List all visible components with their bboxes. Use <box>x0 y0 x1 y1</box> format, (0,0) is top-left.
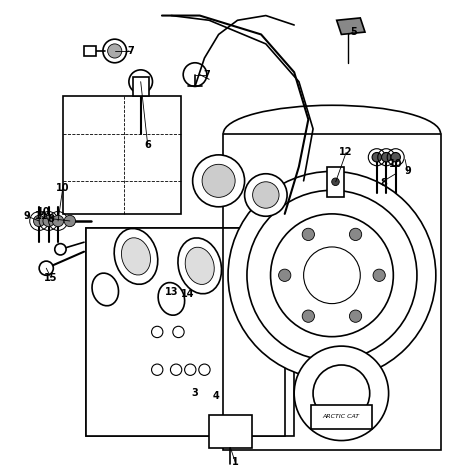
Circle shape <box>302 310 314 323</box>
Circle shape <box>39 261 53 275</box>
Circle shape <box>350 228 361 240</box>
Circle shape <box>228 171 436 379</box>
Ellipse shape <box>114 228 158 285</box>
Bar <box>311 405 372 429</box>
Text: 11: 11 <box>35 211 48 221</box>
Circle shape <box>202 164 235 197</box>
Text: 12: 12 <box>339 148 353 158</box>
Circle shape <box>193 155 245 207</box>
Text: 9: 9 <box>24 211 31 221</box>
Circle shape <box>185 364 196 375</box>
Text: 7: 7 <box>128 46 134 56</box>
Circle shape <box>294 346 389 440</box>
Circle shape <box>381 152 391 162</box>
Circle shape <box>152 364 163 375</box>
Circle shape <box>313 365 370 422</box>
Ellipse shape <box>122 238 151 275</box>
Circle shape <box>34 215 45 227</box>
Circle shape <box>108 44 122 58</box>
Text: 13: 13 <box>165 287 178 297</box>
Circle shape <box>350 310 361 323</box>
Ellipse shape <box>185 247 214 285</box>
Circle shape <box>373 269 385 281</box>
Text: 15: 15 <box>44 273 58 283</box>
Text: ARCTIC CAT: ARCTIC CAT <box>323 415 360 419</box>
Text: 10: 10 <box>56 183 69 193</box>
Text: 4: 4 <box>213 391 219 401</box>
Bar <box>327 167 344 197</box>
Circle shape <box>183 63 207 86</box>
Text: 10: 10 <box>37 207 51 217</box>
Circle shape <box>64 215 76 227</box>
Text: 5: 5 <box>350 27 357 37</box>
Text: 10: 10 <box>389 159 402 169</box>
Text: 3: 3 <box>191 389 199 399</box>
Circle shape <box>152 326 163 338</box>
Circle shape <box>171 364 182 375</box>
Circle shape <box>103 39 126 63</box>
Circle shape <box>52 215 64 227</box>
Circle shape <box>253 182 279 208</box>
Circle shape <box>247 190 417 360</box>
Circle shape <box>278 269 291 281</box>
Circle shape <box>372 152 381 162</box>
Text: 8: 8 <box>380 178 387 188</box>
Circle shape <box>129 70 152 94</box>
Text: 8: 8 <box>48 214 55 224</box>
Text: 9: 9 <box>404 166 411 176</box>
Polygon shape <box>337 18 365 35</box>
Circle shape <box>302 228 314 240</box>
Ellipse shape <box>158 283 185 315</box>
Ellipse shape <box>178 238 221 294</box>
Circle shape <box>199 364 210 375</box>
Bar <box>209 415 252 447</box>
Circle shape <box>271 214 393 337</box>
Polygon shape <box>86 228 285 436</box>
Ellipse shape <box>92 273 119 306</box>
Circle shape <box>43 215 54 227</box>
Bar <box>133 77 149 96</box>
Polygon shape <box>63 96 181 214</box>
Circle shape <box>245 174 287 216</box>
Circle shape <box>332 178 339 186</box>
Polygon shape <box>86 228 294 436</box>
Circle shape <box>55 244 66 255</box>
Circle shape <box>391 152 400 162</box>
Text: 1: 1 <box>232 457 238 467</box>
Text: 14: 14 <box>181 289 195 299</box>
Bar <box>84 46 96 56</box>
Text: 7: 7 <box>203 69 210 80</box>
Text: 6: 6 <box>144 141 151 151</box>
Circle shape <box>173 326 184 338</box>
